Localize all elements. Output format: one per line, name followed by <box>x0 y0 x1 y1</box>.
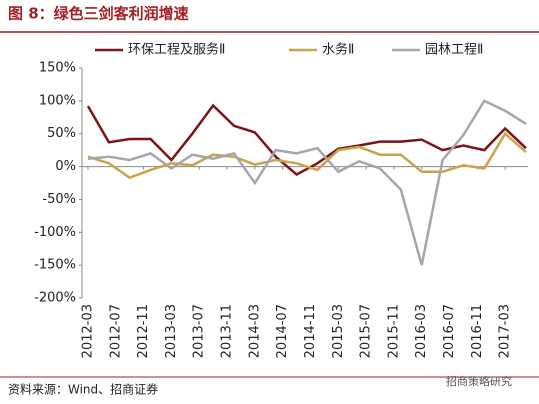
x-tick-label: 2014-07 <box>275 304 290 358</box>
legend-label: 园林工程Ⅱ <box>425 43 483 58</box>
x-tick-label: 2015-11 <box>386 304 401 358</box>
y-tick-label: 50% <box>47 126 76 141</box>
x-tick-label: 2013-11 <box>220 304 235 358</box>
x-tick-label: 2012-03 <box>81 304 96 358</box>
legend-label: 环保工程及服务Ⅱ <box>128 42 225 58</box>
x-tick-label: 2013-03 <box>164 304 179 358</box>
x-tick-label: 2016-03 <box>414 304 429 358</box>
series-line <box>87 99 527 266</box>
y-tick-label: 100% <box>39 93 76 108</box>
x-tick-label: 2017-03 <box>498 304 513 358</box>
watermark: 招商策略研究 <box>446 374 512 388</box>
y-tick-label: -50% <box>42 192 76 207</box>
y-tick-label: -200% <box>34 291 76 306</box>
y-tick-label: -150% <box>34 258 76 273</box>
chart-title: 图 8：绿色三剑客利润增速 <box>8 5 189 23</box>
y-tick-label: 150% <box>39 61 76 76</box>
x-tick-label: 2015-07 <box>359 304 374 358</box>
y-tick-label: 0% <box>55 159 76 174</box>
y-tick-label: -100% <box>34 225 76 240</box>
x-tick-label: 2014-11 <box>303 304 318 358</box>
x-tick-label: 2015-03 <box>331 304 346 358</box>
x-tick-label: 2013-07 <box>192 304 207 358</box>
x-tick-label: 2016-11 <box>470 304 485 358</box>
source: 资料来源：Wind、招商证券 <box>8 382 158 397</box>
x-tick-label: 2014-03 <box>247 304 262 358</box>
legend-label: 水务Ⅱ <box>322 42 354 58</box>
x-tick-label: 2016-07 <box>442 304 457 358</box>
x-tick-label: 2012-11 <box>136 304 151 358</box>
series-line <box>87 131 527 180</box>
x-tick-label: 2012-07 <box>108 304 123 358</box>
